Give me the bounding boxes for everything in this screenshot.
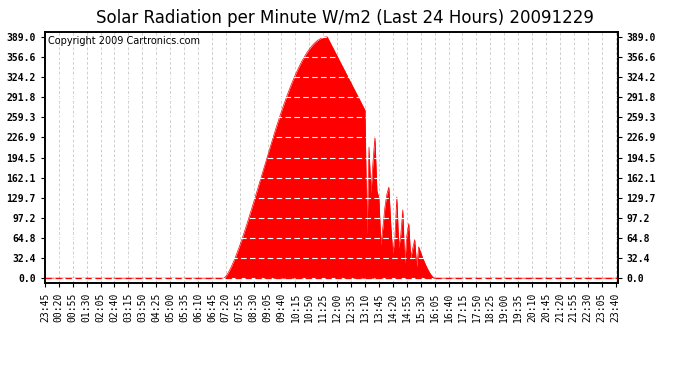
Text: Copyright 2009 Cartronics.com: Copyright 2009 Cartronics.com (48, 36, 199, 46)
Text: Solar Radiation per Minute W/m2 (Last 24 Hours) 20091229: Solar Radiation per Minute W/m2 (Last 24… (96, 9, 594, 27)
